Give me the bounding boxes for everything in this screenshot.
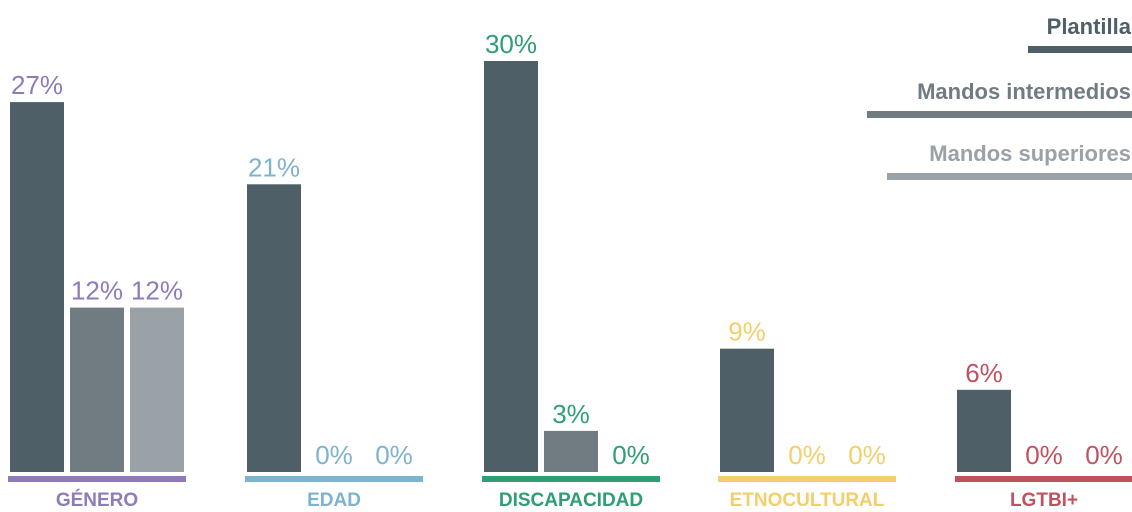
bar [544, 430, 598, 472]
bar [484, 61, 538, 472]
bar-value-label: 0% [315, 440, 353, 470]
bar-value-label: 0% [1085, 440, 1123, 470]
legend-item-mandos-intermedios: Mandos intermedios [867, 79, 1132, 118]
legend-line [887, 173, 1132, 180]
category-underline [955, 476, 1132, 482]
bar-value-label: 21% [248, 152, 300, 182]
bar [130, 307, 184, 472]
category-label: DISCAPACIDAD [499, 490, 643, 511]
bar [957, 389, 1011, 472]
bar [10, 102, 64, 472]
bar [70, 307, 124, 472]
bar-value-label: 12% [131, 276, 183, 306]
bar-value-label: 0% [612, 440, 650, 470]
legend-line [1028, 46, 1132, 53]
legend-label: Mandos intermedios [917, 79, 1131, 104]
bar [720, 348, 774, 472]
category-underline [245, 476, 423, 482]
category-label: LGTBI+ [1010, 490, 1078, 511]
category-label: GÉNERO [56, 489, 138, 511]
bar-value-label: 0% [788, 440, 826, 470]
bar-value-label: 9% [728, 317, 766, 347]
bar [247, 184, 301, 473]
bar-value-label: 6% [965, 358, 1003, 388]
bar-value-label: 30% [485, 29, 537, 59]
legend-label: Mandos superiores [929, 141, 1131, 166]
category-label: ETNOCULTURAL [730, 490, 885, 511]
category-underline [718, 476, 896, 482]
legend-item-mandos-superiores: Mandos superiores [887, 141, 1132, 180]
category-underline [8, 476, 186, 482]
category-underline [482, 476, 660, 482]
category-label: EDAD [307, 490, 361, 511]
bar-value-label: 27% [11, 70, 63, 100]
bar-value-label: 0% [848, 440, 886, 470]
bar-value-label: 0% [375, 440, 413, 470]
bar-value-label: 0% [1025, 440, 1063, 470]
bar-value-label: 3% [552, 399, 590, 429]
legend-item-plantilla: Plantilla [1028, 14, 1132, 53]
bar-value-label: 12% [71, 276, 123, 306]
legend-line [867, 111, 1132, 118]
legend-label: Plantilla [1046, 14, 1131, 39]
